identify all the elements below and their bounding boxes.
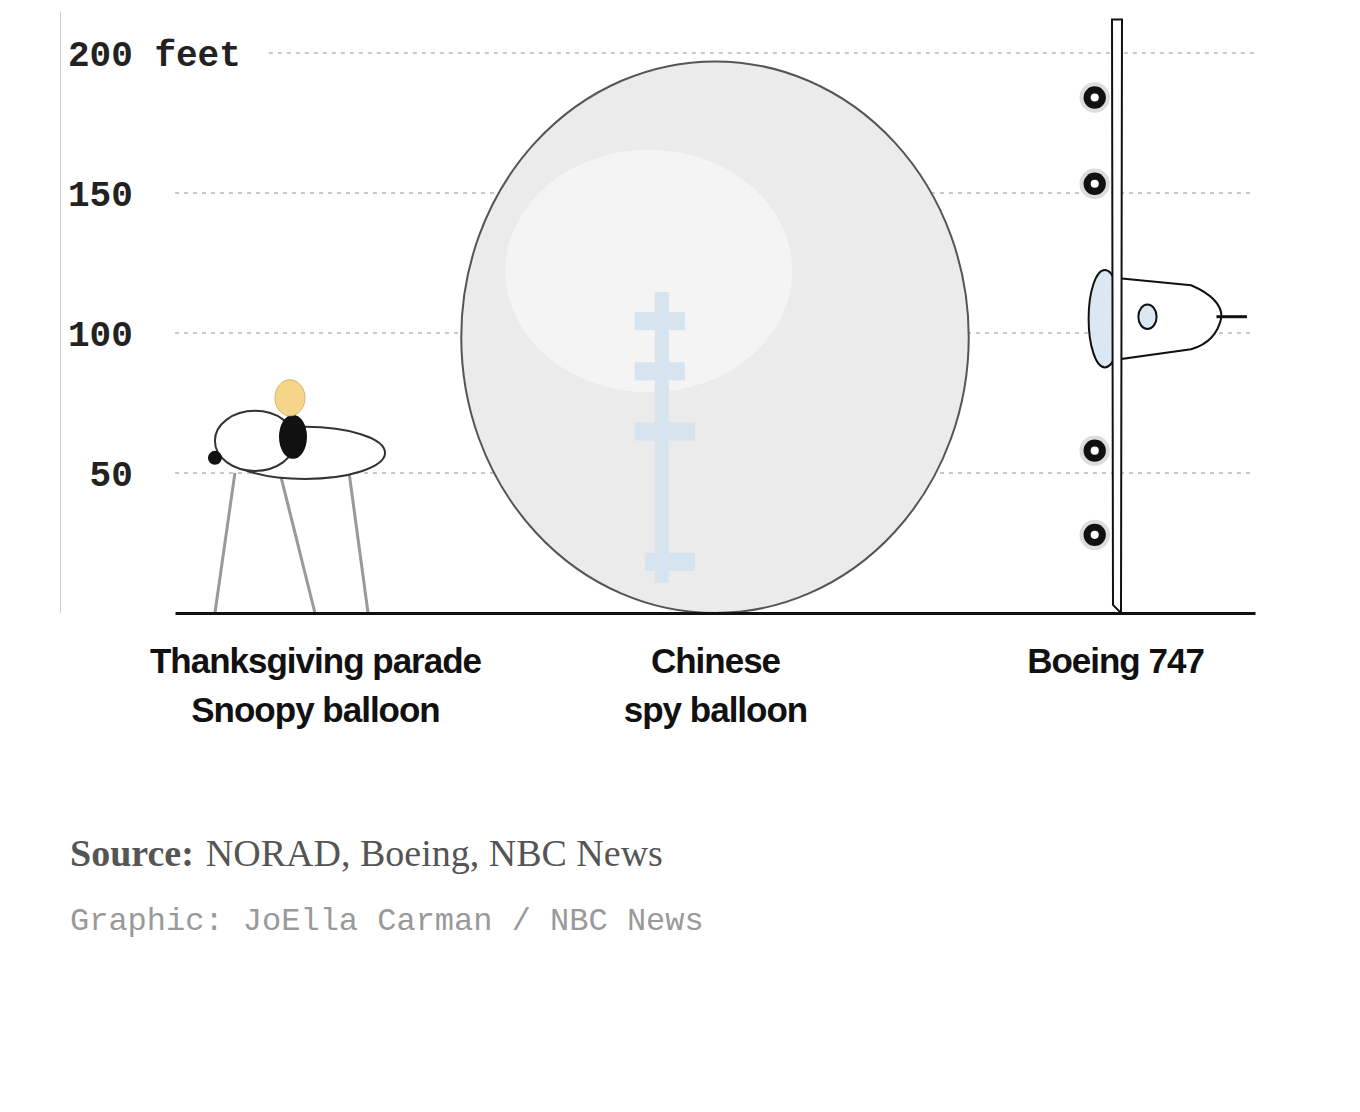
balloon-payload-bar [635, 362, 685, 380]
x-tick-label-line: Thanksgiving parade [150, 641, 482, 680]
x-axis: Thanksgiving parade Snoopy balloon Chinese… [150, 613, 1256, 729]
plane-engine-hub [1091, 180, 1099, 188]
plane-engine [1084, 86, 1106, 108]
plane-wing [1119, 278, 1222, 359]
source-label: Source: [70, 832, 194, 874]
pictogram [1079, 19, 1246, 613]
tether [278, 465, 315, 613]
y-tick: 200 feet [60, 36, 241, 77]
marks [208, 19, 1247, 613]
source: Source: NORAD, Boeing, NBC News [70, 832, 663, 874]
x-axis-line [176, 612, 1256, 615]
x-tick: Chinese spy balloon [624, 613, 807, 729]
woodstock [275, 380, 305, 416]
x-tick: Boeing 747 [1027, 613, 1204, 680]
balloon-payload-bar [635, 422, 695, 440]
y-tick-label: 200 feet [68, 36, 241, 77]
x-tick-label: Boeing 747 [1027, 641, 1204, 680]
y-tick: 50 [60, 456, 133, 497]
plane-engine [1084, 524, 1106, 546]
y-axis: 50 100 150 200 feet [60, 12, 241, 614]
plane-tail [1216, 315, 1246, 318]
x-tick-label: Chinese spy balloon [624, 641, 807, 729]
source-text: NORAD, Boeing, NBC News [206, 832, 663, 874]
plane-engine [1084, 439, 1106, 461]
plane-engine-hub [1091, 93, 1099, 101]
x-tick: Thanksgiving parade Snoopy balloon [150, 613, 482, 729]
balloon-payload-bar [645, 553, 695, 571]
balloon-highlight [505, 150, 792, 393]
pictogram [461, 61, 968, 613]
credit: Graphic: JoElla Carman / NBC News [70, 903, 704, 940]
y-tick-label: 50 [90, 456, 133, 497]
plane-fuselage [1112, 19, 1122, 613]
x-tick-label-line: Chinese [651, 641, 781, 680]
y-tick: 150 [60, 176, 133, 217]
x-tick-label: Thanksgiving parade Snoopy balloon [150, 641, 482, 729]
plane-engine-shadow [1079, 520, 1109, 550]
chart: 50 100 150 200 feet Thanksgiving parade Snoop… [0, 0, 1360, 1112]
plane-engine-hub [1091, 531, 1099, 539]
x-tick-label-line: spy balloon [624, 690, 807, 729]
pictogram [208, 380, 385, 613]
plane-window [1138, 305, 1156, 329]
y-tick-label: 150 [68, 176, 133, 217]
balloon-envelope [461, 61, 968, 613]
snoopy-ear [279, 415, 307, 459]
y-axis-line [60, 12, 61, 614]
balloon-payload-bar [635, 312, 685, 330]
y-tick-label: 100 [68, 316, 133, 357]
plane-engine-hub [1091, 447, 1099, 455]
tether [348, 465, 368, 613]
plane-engine-shadow [1079, 435, 1109, 465]
plane-engine [1084, 173, 1106, 195]
x-tick-label-line: Snoopy balloon [191, 690, 439, 729]
plane-engine-shadow [1079, 82, 1109, 112]
x-tick-label-line: Boeing 747 [1027, 641, 1204, 680]
tether [215, 473, 235, 613]
y-tick: 100 [60, 316, 133, 357]
snoopy-nose [208, 451, 222, 465]
plane-engine-shadow [1079, 169, 1109, 199]
grid-line [269, 52, 1255, 54]
